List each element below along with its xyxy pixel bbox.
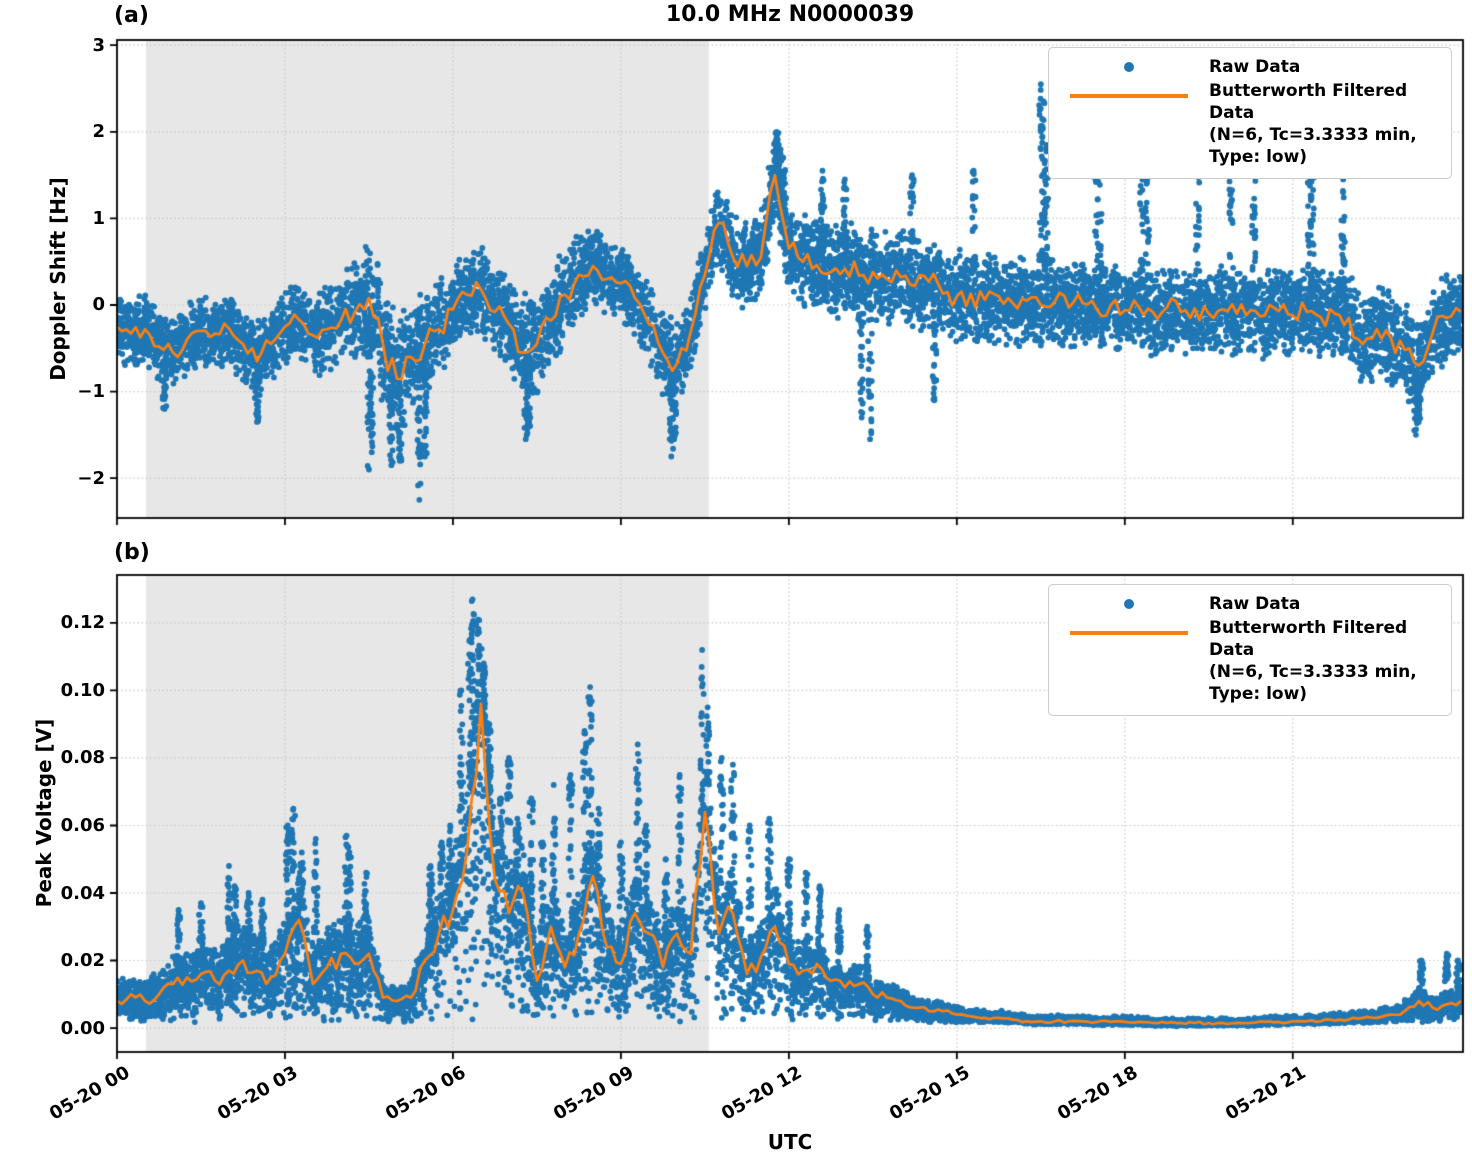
legend-filtered-label-line1: Butterworth Filtered Data	[1209, 81, 1408, 124]
y-tick-label: 2	[92, 121, 105, 143]
y-tick-label: 0.06	[60, 814, 105, 836]
legend-raw-row: Raw Data	[1049, 593, 1441, 615]
y-tick-label: 0	[92, 294, 105, 316]
legend-filtered-row: Butterworth Filtered Data (N=6, Tc=3.333…	[1049, 80, 1441, 168]
legend-raw-label: Raw Data	[1209, 57, 1301, 77]
raw-data-marker-swatch	[1124, 62, 1134, 73]
legend-filtered-label-line2: (N=6, Tc=3.3333 min, Type: low)	[1209, 125, 1417, 168]
filtered-line-swatch	[1070, 631, 1188, 635]
y-tick-label: 1	[92, 207, 105, 229]
panel-b-label: (b)	[114, 540, 150, 565]
legend-panel-b: Raw Data Butterworth Filtered Data (N=6,…	[1048, 584, 1452, 717]
y-tick-label: −1	[77, 381, 105, 403]
y-tick-label: 0.08	[60, 747, 105, 769]
legend-panel-a: Raw Data Butterworth Filtered Data (N=6,…	[1048, 47, 1452, 180]
y-tick-label: 0.10	[60, 679, 105, 701]
y-tick-label: −2	[77, 467, 105, 489]
panel-a-label: (a)	[114, 3, 149, 28]
legend-filtered-label-line2: (N=6, Tc=3.3333 min, Type: low)	[1209, 662, 1417, 705]
figure-title: 10.0 MHz N0000039	[665, 2, 915, 27]
y-tick-label: 3	[92, 34, 105, 56]
raw-data-marker-swatch	[1124, 599, 1134, 610]
legend-raw-row: Raw Data	[1049, 56, 1441, 78]
x-axis-label: UTC	[767, 1130, 813, 1154]
y-tick-label: 0.00	[60, 1017, 105, 1039]
filtered-line-swatch	[1070, 94, 1188, 98]
legend-filtered-row: Butterworth Filtered Data (N=6, Tc=3.333…	[1049, 617, 1441, 705]
y-tick-label: 0.04	[60, 882, 105, 904]
y-tick-label: 0.12	[60, 612, 105, 634]
legend-filtered-label-line1: Butterworth Filtered Data	[1209, 618, 1408, 661]
y-tick-label: 0.02	[60, 950, 105, 972]
legend-raw-label: Raw Data	[1209, 594, 1301, 614]
